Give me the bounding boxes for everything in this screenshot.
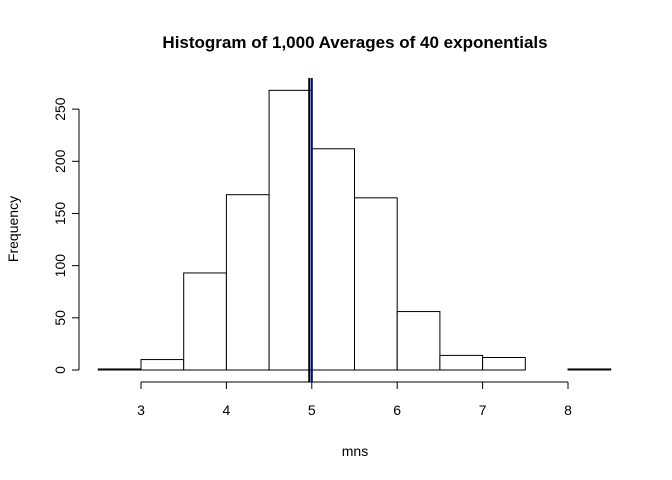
histogram-bar-6: [354, 197, 398, 371]
bars-group: [97, 89, 612, 371]
histogram-bar-1: [140, 359, 185, 371]
y-tick-label: 0: [52, 366, 68, 374]
x-tick-label: 5: [308, 402, 316, 418]
x-tick-label: 4: [223, 402, 231, 418]
x-tick-label: 6: [393, 402, 401, 418]
x-tick-label: 7: [479, 402, 487, 418]
histogram-bar-2: [183, 272, 227, 371]
y-tick-label: 200: [52, 149, 68, 173]
x-tick-label: 8: [564, 402, 572, 418]
x-axis: 3 4 5 6 7 8: [137, 381, 572, 418]
histogram-bar-4: [268, 89, 313, 371]
x-axis-label: mns: [342, 443, 368, 459]
reference-lines: [308, 78, 313, 382]
y-tick-label: 250: [52, 97, 68, 121]
histogram-bar-3: [225, 194, 270, 371]
histogram-bar-11: [567, 368, 612, 371]
histogram-bar-5: [311, 148, 355, 371]
chart-title: Histogram of 1,000 Averages of 40 expone…: [162, 33, 547, 52]
x-tick-label: 3: [137, 402, 145, 418]
histogram-bar-9: [482, 356, 526, 371]
histogram-bar-7: [396, 311, 441, 371]
histogram-bar-8: [439, 354, 484, 371]
y-axis: 0 50 100 150 200 250: [52, 97, 80, 374]
y-tick-label: 50: [52, 310, 68, 326]
y-tick-label: 100: [52, 254, 68, 278]
histogram-bar-0: [97, 368, 142, 371]
y-tick-label: 150: [52, 202, 68, 226]
y-axis-label: Frequency: [5, 196, 21, 262]
